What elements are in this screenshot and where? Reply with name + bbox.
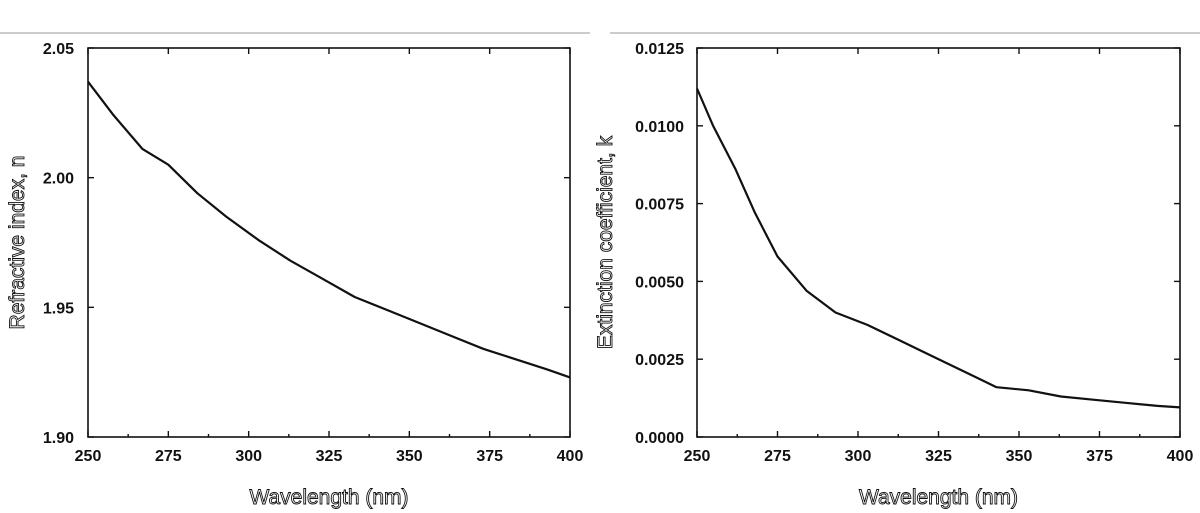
extinction-coefficient-x-tick-label: 300 bbox=[845, 448, 872, 465]
refractive-index-x-tick-label: 400 bbox=[557, 448, 584, 465]
refractive-index-chart: 250 275 300 325 350 375 400 1.90 1.95 2.00 2.05 Wav… bbox=[6, 41, 584, 509]
refractive-index-y-tick-label: 1.95 bbox=[43, 300, 74, 317]
extinction-coefficient-x-tick-label: 250 bbox=[684, 448, 711, 465]
refractive-index-plot-frame bbox=[87, 47, 571, 438]
refractive-index-x-axis-title: Wavelength (nm) bbox=[249, 486, 408, 509]
refractive-index-x-tick-label: 275 bbox=[155, 448, 182, 465]
extinction-coefficient-y-tick-label: 0.0075 bbox=[635, 197, 684, 214]
refractive-index-x-tick-label: 375 bbox=[476, 448, 503, 465]
extinction-coefficient-x-tick-label: 350 bbox=[1006, 448, 1033, 465]
refractive-index-y-tick-label: 1.90 bbox=[43, 430, 74, 447]
refractive-index-x-tick-label: 250 bbox=[75, 448, 102, 465]
extinction-coefficient-x-axis-title: Wavelength (nm) bbox=[859, 486, 1018, 509]
refractive-index-x-tick-label: 325 bbox=[316, 448, 343, 465]
refractive-index-x-tick-label: 350 bbox=[396, 448, 423, 465]
extinction-coefficient-x-tick-label: 400 bbox=[1167, 448, 1194, 465]
refractive-index-y-tick-label: 2.00 bbox=[43, 171, 74, 188]
extinction-coefficient-y-tick-label: 0.0100 bbox=[635, 119, 684, 136]
extinction-coefficient-series-line bbox=[695, 88, 1181, 409]
refractive-index-x-tick-label: 300 bbox=[235, 448, 262, 465]
extinction-coefficient-chart: 250 275 300 325 350 375 400 0.0000 0.0025 0.0050 0… bbox=[594, 41, 1194, 509]
extinction-coefficient-y-axis-title: Extinction coefficient, k bbox=[594, 135, 617, 349]
extinction-coefficient-x-tick-label: 275 bbox=[764, 448, 791, 465]
refractive-index-y-axis-title: Refractive index, n bbox=[6, 156, 29, 330]
extinction-coefficient-y-tick-label: 0.0025 bbox=[635, 352, 684, 369]
extinction-coefficient-y-tick-label: 0.0000 bbox=[635, 430, 684, 447]
extinction-coefficient-y-tick-label: 0.0125 bbox=[635, 41, 684, 58]
extinction-coefficient-y-tick-label: 0.0050 bbox=[635, 274, 684, 291]
refractive-index-series-line bbox=[87, 81, 571, 379]
extinction-coefficient-x-tick-label: 375 bbox=[1086, 448, 1113, 465]
extinction-coefficient-x-tick-label: 325 bbox=[925, 448, 952, 465]
refractive-index-y-tick-label: 2.05 bbox=[43, 41, 74, 58]
